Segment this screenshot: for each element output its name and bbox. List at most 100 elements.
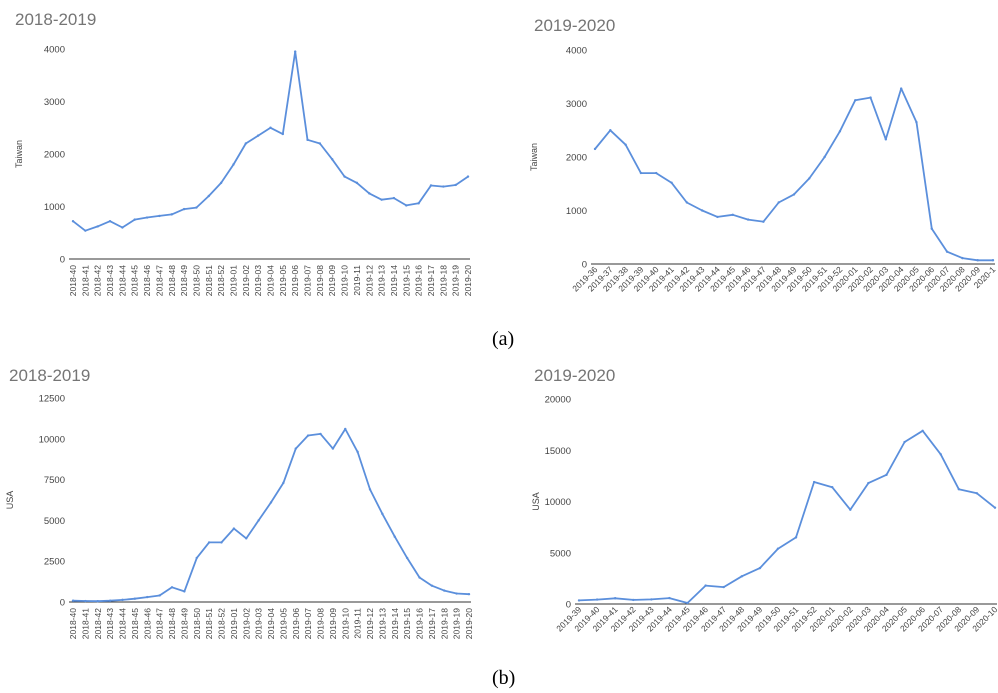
data-point — [624, 143, 627, 146]
y-tick-label: 20000 — [545, 395, 571, 406]
x-tick-label: 2018-48 — [167, 265, 177, 296]
data-point — [133, 218, 136, 221]
data-point — [133, 597, 137, 600]
data-point — [991, 259, 995, 262]
data-point — [195, 206, 198, 209]
data-point — [722, 585, 725, 589]
data-point — [306, 434, 310, 437]
data-point — [158, 594, 161, 597]
data-point — [939, 453, 942, 456]
data-point — [831, 485, 834, 489]
x-tick-label: 2019-03 — [254, 608, 264, 639]
x-tick-label: 2019-18 — [438, 265, 448, 296]
data-point — [442, 185, 445, 188]
y-tick-label: 0 — [566, 600, 571, 611]
x-tick-label: 2019-09 — [328, 608, 338, 639]
data-point — [655, 171, 658, 175]
data-point — [183, 590, 186, 593]
x-tick-label: 2019-17 — [426, 265, 436, 296]
y-tick-label: 10000 — [545, 497, 571, 508]
data-point — [685, 201, 689, 204]
data-point — [368, 488, 372, 491]
x-tick-label: 2019-12 — [364, 265, 374, 296]
x-tick-label: 2019-09 — [327, 265, 337, 296]
x-tick-label: 2019-01 — [229, 608, 239, 639]
x-tick-label: 2019-14 — [389, 265, 399, 296]
data-point — [355, 181, 359, 185]
data-point — [71, 599, 75, 602]
x-tick-label: 2019-04 — [266, 608, 276, 639]
data-point — [670, 181, 673, 184]
x-tick-label: 2018-47 — [154, 265, 164, 296]
data-point — [808, 177, 811, 180]
y-tick-label: 0 — [60, 255, 65, 266]
data-point — [700, 209, 704, 212]
data-point — [704, 584, 707, 587]
data-point — [232, 527, 236, 530]
data-point — [108, 220, 112, 223]
data-point — [430, 584, 434, 587]
data-point — [731, 213, 734, 216]
x-tick-label: 2019-16 — [415, 608, 425, 639]
x-tick-label: 2019-10 — [340, 608, 350, 639]
data-point — [392, 196, 396, 200]
data-point — [343, 175, 346, 178]
data-point — [319, 432, 322, 436]
data-point — [244, 142, 248, 145]
data-point — [96, 225, 99, 228]
x-tick-label: 2018-40 — [68, 265, 78, 296]
y-tick-label: 0 — [582, 260, 587, 271]
data-point — [838, 130, 842, 133]
x-tick-label: 2018-42 — [93, 265, 103, 296]
y-tick-label: 5000 — [44, 516, 65, 527]
y-tick-label: 5000 — [550, 548, 571, 559]
x-tick-label: 2019-19 — [452, 608, 462, 639]
series-line — [72, 50, 469, 232]
y-tick-label: 4000 — [44, 45, 65, 56]
x-tick-label: 2019-19 — [451, 265, 461, 296]
data-point — [170, 586, 174, 589]
x-tick-label: 2018-51 — [204, 265, 214, 296]
data-point — [885, 473, 888, 477]
y-axis-label: USA — [531, 492, 541, 511]
y-tick-label: 1000 — [566, 206, 587, 217]
x-tick-label: 2018-48 — [167, 608, 177, 639]
x-tick-label: 2019-12 — [365, 608, 375, 639]
x-tick-label: 2018-50 — [192, 608, 202, 639]
data-point — [121, 598, 124, 602]
x-tick-label: 2019-11 — [352, 265, 362, 296]
data-point — [975, 492, 979, 495]
x-tick-label: 2019-10 — [340, 265, 350, 296]
x-tick-label: 2018-52 — [217, 608, 227, 639]
x-tick-label: 2019-14 — [390, 608, 400, 639]
data-point — [282, 481, 285, 485]
data-point — [609, 129, 612, 132]
data-point — [207, 194, 210, 198]
data-point — [945, 250, 949, 253]
x-tick-label: 2018-52 — [216, 265, 226, 296]
x-tick-label: 2018-43 — [105, 265, 115, 296]
x-tick-label: 2018-41 — [80, 265, 90, 296]
data-point — [849, 508, 852, 511]
data-point — [668, 596, 671, 600]
y-tick-label: 3000 — [566, 99, 587, 110]
x-tick-label: 2019-05 — [278, 608, 288, 639]
data-point — [96, 599, 99, 603]
data-point — [915, 121, 918, 124]
x-tick-label: 2018-45 — [130, 608, 140, 639]
x-tick-label: 2018-42 — [93, 608, 103, 639]
data-point — [867, 481, 870, 485]
series-line — [578, 429, 996, 604]
subfigure-label-a: (a) — [492, 328, 515, 350]
x-tick-label: 2019-02 — [241, 608, 251, 639]
data-point — [758, 566, 762, 570]
x-tick-label: 2019-20 — [463, 265, 473, 296]
data-point — [256, 134, 260, 137]
data-point — [993, 506, 997, 509]
data-point — [71, 220, 75, 223]
x-tick-label: 2019-17 — [427, 608, 437, 639]
data-point — [405, 204, 408, 207]
y-tick-label: 1000 — [44, 202, 65, 213]
x-tick-label: 2018-46 — [142, 608, 152, 639]
data-point — [577, 599, 581, 602]
